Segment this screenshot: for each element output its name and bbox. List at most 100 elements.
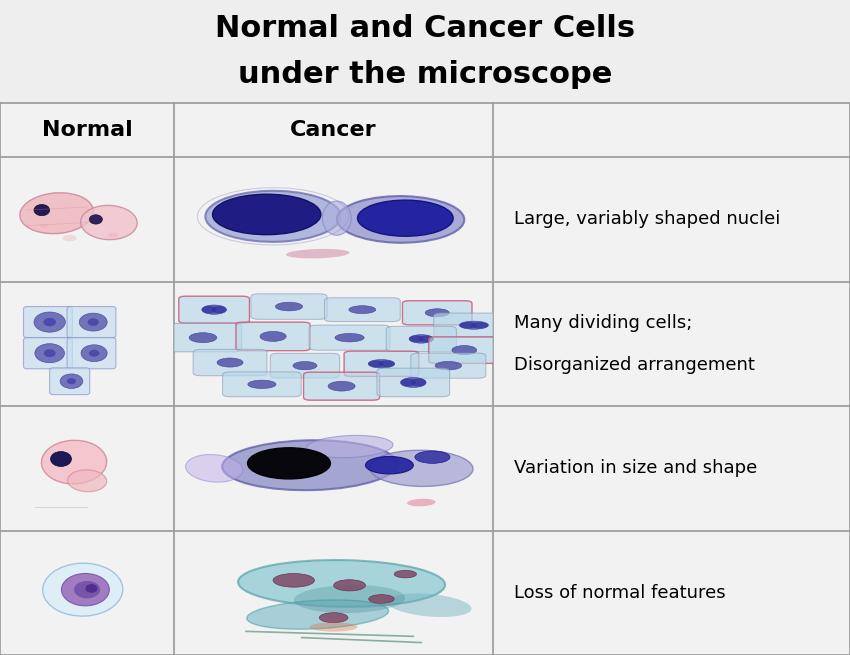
Ellipse shape [63, 235, 76, 241]
Ellipse shape [409, 335, 434, 343]
Ellipse shape [247, 448, 331, 479]
Ellipse shape [189, 333, 217, 343]
FancyBboxPatch shape [178, 296, 249, 323]
Ellipse shape [394, 571, 416, 578]
FancyBboxPatch shape [164, 324, 241, 352]
Ellipse shape [212, 195, 320, 234]
Ellipse shape [387, 593, 472, 617]
Ellipse shape [81, 206, 137, 240]
Ellipse shape [206, 191, 341, 242]
FancyBboxPatch shape [67, 307, 116, 338]
Ellipse shape [201, 306, 217, 313]
Ellipse shape [185, 455, 242, 482]
Ellipse shape [322, 201, 351, 235]
Ellipse shape [39, 223, 48, 228]
Ellipse shape [459, 322, 477, 328]
FancyBboxPatch shape [49, 368, 90, 394]
Ellipse shape [333, 580, 366, 591]
Text: Many dividing cells;

Disorganized arrangement: Many dividing cells; Disorganized arrang… [514, 314, 755, 373]
Ellipse shape [34, 312, 65, 332]
FancyBboxPatch shape [428, 337, 500, 364]
Ellipse shape [61, 574, 110, 606]
Ellipse shape [238, 560, 445, 607]
Bar [0, 103, 850, 655]
FancyBboxPatch shape [402, 301, 472, 325]
Ellipse shape [368, 360, 384, 367]
Text: Variation in size and shape: Variation in size and shape [514, 459, 757, 477]
FancyBboxPatch shape [434, 313, 514, 337]
Ellipse shape [42, 440, 107, 484]
FancyBboxPatch shape [309, 325, 390, 350]
Ellipse shape [286, 249, 349, 259]
FancyBboxPatch shape [325, 298, 400, 322]
Ellipse shape [425, 309, 450, 317]
Ellipse shape [88, 318, 99, 326]
Ellipse shape [89, 350, 99, 357]
Ellipse shape [320, 612, 348, 623]
Ellipse shape [43, 349, 55, 357]
Text: Normal and Cancer Cells: Normal and Cancer Cells [215, 14, 635, 43]
FancyBboxPatch shape [24, 338, 72, 369]
Ellipse shape [108, 233, 118, 237]
Ellipse shape [79, 313, 107, 331]
FancyBboxPatch shape [193, 349, 267, 376]
Ellipse shape [400, 377, 426, 388]
Ellipse shape [348, 306, 376, 314]
FancyBboxPatch shape [344, 351, 419, 377]
Ellipse shape [42, 563, 122, 616]
Ellipse shape [370, 450, 473, 487]
Text: under the microscope: under the microscope [238, 60, 612, 89]
Ellipse shape [328, 381, 355, 391]
Ellipse shape [294, 585, 405, 613]
FancyBboxPatch shape [377, 368, 450, 397]
Ellipse shape [452, 346, 477, 354]
Ellipse shape [409, 335, 423, 343]
Ellipse shape [335, 333, 364, 342]
Circle shape [85, 584, 98, 593]
Ellipse shape [459, 321, 489, 329]
Ellipse shape [337, 196, 464, 243]
FancyBboxPatch shape [303, 372, 380, 400]
Ellipse shape [400, 379, 416, 386]
Ellipse shape [67, 378, 76, 384]
Text: Large, variably shaped nuclei: Large, variably shaped nuclei [514, 210, 780, 229]
Ellipse shape [293, 362, 317, 370]
Ellipse shape [35, 344, 65, 363]
FancyBboxPatch shape [236, 322, 310, 350]
Ellipse shape [369, 595, 394, 603]
Text: Cancer: Cancer [291, 121, 377, 140]
Ellipse shape [260, 331, 286, 341]
Ellipse shape [275, 302, 303, 311]
Ellipse shape [366, 457, 413, 474]
Ellipse shape [74, 581, 100, 599]
Ellipse shape [217, 358, 243, 367]
Ellipse shape [419, 335, 434, 343]
FancyBboxPatch shape [67, 338, 116, 369]
Circle shape [34, 204, 49, 215]
Ellipse shape [212, 306, 226, 313]
Ellipse shape [248, 380, 276, 388]
FancyBboxPatch shape [386, 326, 456, 352]
FancyBboxPatch shape [223, 372, 301, 397]
Text: Normal: Normal [42, 121, 133, 140]
Ellipse shape [415, 451, 450, 463]
FancyBboxPatch shape [270, 353, 340, 378]
Ellipse shape [60, 374, 82, 388]
FancyBboxPatch shape [411, 353, 486, 378]
Ellipse shape [358, 200, 453, 236]
Ellipse shape [407, 498, 435, 506]
Ellipse shape [379, 360, 394, 367]
Circle shape [50, 451, 71, 466]
Ellipse shape [67, 470, 107, 492]
Ellipse shape [20, 193, 93, 234]
Text: Loss of normal features: Loss of normal features [514, 584, 726, 602]
Ellipse shape [273, 574, 314, 587]
Ellipse shape [222, 440, 397, 490]
Ellipse shape [471, 322, 489, 328]
Ellipse shape [411, 379, 426, 386]
FancyBboxPatch shape [24, 307, 72, 338]
Ellipse shape [435, 362, 462, 370]
Ellipse shape [81, 345, 107, 362]
FancyBboxPatch shape [251, 294, 327, 319]
Ellipse shape [309, 622, 358, 631]
